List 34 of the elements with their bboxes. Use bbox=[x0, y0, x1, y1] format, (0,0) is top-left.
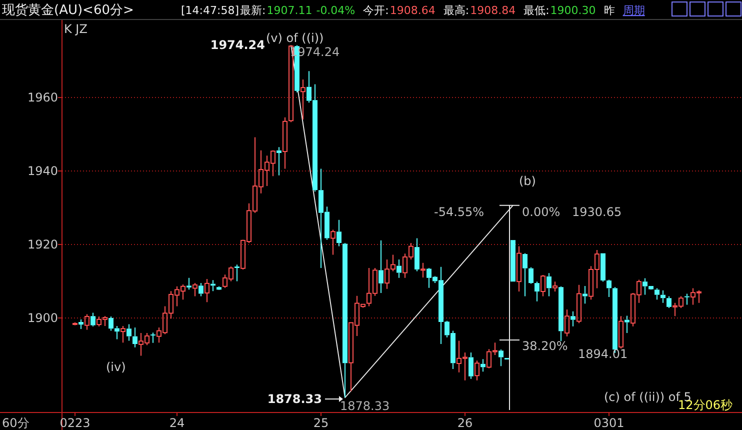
text: 1907.11 bbox=[266, 4, 312, 17]
annotation: 1974.24 bbox=[210, 38, 265, 52]
text: [14:47:58] bbox=[181, 4, 239, 17]
text: 周期 bbox=[622, 4, 645, 17]
text: 1908.64 bbox=[390, 4, 436, 17]
annotation: -54.55% bbox=[434, 205, 484, 219]
annotation: 38.20% bbox=[522, 339, 568, 353]
text: 昨 bbox=[604, 4, 615, 17]
chart-title: 现货黄金(AU)<60分> bbox=[2, 3, 134, 18]
y-tick-label: 1960 bbox=[27, 90, 58, 105]
annotation: (v) of ((i)) bbox=[266, 31, 324, 45]
annotation: 1894.01 bbox=[578, 347, 628, 361]
text: 最新: bbox=[240, 4, 266, 17]
text: 1908.84 bbox=[470, 4, 516, 17]
text: 最低: bbox=[524, 4, 550, 17]
text: 1900.30 bbox=[550, 4, 596, 17]
annotation: 1878.33 bbox=[267, 392, 322, 406]
x-tick-label: 24 bbox=[169, 416, 185, 430]
text: 60分 bbox=[2, 416, 30, 430]
text: -0.04% bbox=[316, 4, 356, 17]
x-tick-label: 25 bbox=[313, 416, 329, 430]
annotation: 0.00% bbox=[522, 205, 560, 219]
annotation: 1878.33 bbox=[340, 399, 390, 413]
y-tick-label: 1920 bbox=[27, 237, 58, 252]
text: 最高: bbox=[443, 4, 470, 17]
text: 今开: bbox=[363, 4, 389, 17]
annotation: K JZ bbox=[64, 22, 88, 36]
x-tick-label: 26 bbox=[457, 416, 473, 430]
y-tick-label: 1900 bbox=[27, 310, 58, 325]
annotation: 1930.65 bbox=[572, 205, 622, 219]
annotation: (b) bbox=[519, 174, 536, 188]
annotation: (iv) bbox=[106, 360, 126, 374]
x-tick-label: 0301 bbox=[594, 416, 624, 430]
y-tick-label: 1940 bbox=[27, 164, 58, 178]
